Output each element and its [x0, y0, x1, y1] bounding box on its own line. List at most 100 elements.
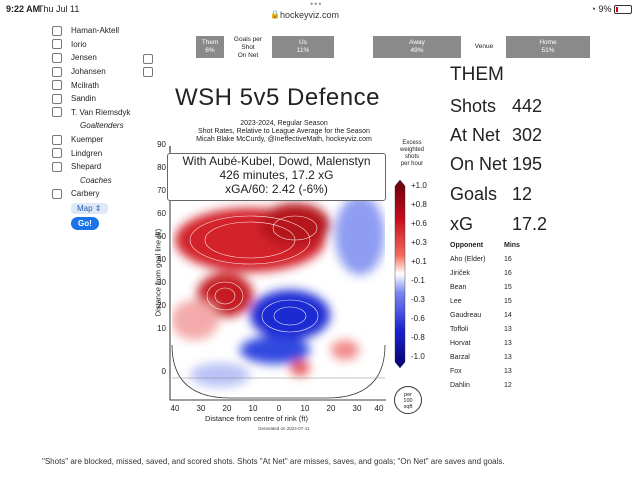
goalie-checkbox-row[interactable]: Lindgren: [52, 146, 162, 160]
colorbar-tick: +0.3: [411, 238, 427, 247]
goalie-checkbox-row[interactable]: Kuemper: [52, 133, 162, 147]
goalie-checkbox-row[interactable]: Shepard: [52, 160, 162, 174]
opponent-row: Barzal 13: [450, 354, 520, 361]
checkbox[interactable]: [52, 148, 62, 159]
checkbox[interactable]: [143, 67, 153, 77]
player-checkbox-row[interactable]: Jensen: [52, 51, 162, 65]
stat-value: 17.2: [512, 214, 548, 234]
home-pct: 51%: [541, 47, 555, 54]
goalie-name: Kuemper: [71, 135, 104, 145]
checkbox[interactable]: [52, 52, 62, 63]
red-zone-left: [172, 300, 219, 340]
checkbox[interactable]: [52, 188, 62, 199]
opponent-table-header: Opponent Mins: [450, 242, 520, 249]
checkbox[interactable]: [52, 134, 62, 145]
away-cell: Away 49%: [373, 36, 461, 58]
x-tick: 20: [222, 404, 232, 413]
stat-label: Goals: [450, 184, 498, 204]
opponent-header: Opponent: [450, 242, 484, 249]
y-tick: 80: [157, 163, 166, 172]
goalie-name: Shepard: [71, 162, 102, 172]
red-zone-top: [260, 203, 330, 247]
chart-subtitle: Shot Rates, Relative to League Average f…: [198, 128, 370, 135]
checkbox[interactable]: [52, 25, 62, 36]
them-goals-cell: Them 6%: [196, 36, 224, 58]
shot-text: Shot: [241, 44, 255, 51]
chart-title: WSH 5v5 Defence: [175, 84, 380, 111]
goals-per-shot-label: Goals per Shot On Net: [228, 36, 268, 59]
x-tick: 30: [196, 404, 206, 413]
colorbar-title-line: per hour: [400, 161, 424, 167]
status-bar: 9:22 AM Thu Jul 11 ••• 🔒 hockeyviz.com ◔…: [0, 0, 640, 22]
player-name: Iorio: [71, 39, 87, 49]
opponent-mins: 13: [504, 368, 512, 375]
per-unit-badge: per 100 sqft: [394, 386, 422, 414]
lineup-info-box: With Aubé-Kubel, Dowd, Malenstyn 426 min…: [167, 153, 386, 201]
player-checkbox-row[interactable]: Iorio: [52, 38, 162, 52]
player-checkbox-row[interactable]: Sandin: [52, 92, 162, 106]
player-checkbox-row[interactable]: T. Van Riemsdyk: [52, 106, 162, 120]
go-button[interactable]: Go!: [71, 216, 99, 230]
coach-checkbox-row[interactable]: Carbery: [52, 187, 162, 201]
opponent-row: Toffoli 13: [450, 326, 520, 333]
opponent-name: Lee: [450, 298, 462, 305]
y-tick: 0: [161, 367, 166, 376]
opponent-row: Gaudreau 14: [450, 312, 520, 319]
chart-subtitle: 2023-2024, Regular Season: [240, 120, 328, 127]
checkbox[interactable]: [143, 54, 153, 64]
colorbar-tick: +0.6: [411, 219, 427, 228]
player-checkbox-row[interactable]: Johansen: [52, 65, 162, 79]
checkbox[interactable]: [52, 39, 62, 50]
x-tick: 10: [248, 404, 258, 413]
address-bar[interactable]: hockeyviz.com: [280, 10, 340, 20]
player-sidebar: Haman-Aktell Iorio Jensen Johansen Mcilr…: [52, 24, 162, 230]
per-unit-line: per: [404, 392, 412, 398]
more-dots-icon[interactable]: •••: [310, 0, 323, 9]
checkbox[interactable]: [52, 93, 62, 104]
y-tick: 40: [157, 255, 166, 264]
x-axis-label: Distance from centre of rink (ft): [205, 414, 308, 423]
plot-frame: [169, 146, 386, 401]
mins-header: Mins: [504, 242, 520, 249]
home-label: Home: [539, 39, 557, 46]
us-goals-cell: Us 11%: [272, 36, 334, 58]
colorbar-tick: -0.6: [411, 314, 425, 323]
opponent-name: Bean: [450, 284, 467, 291]
checkbox[interactable]: [52, 161, 62, 172]
player-checkbox-row[interactable]: Mcilrath: [52, 78, 162, 92]
stat-row: Shots 442: [450, 96, 560, 117]
colorbar-title: Excess weighted shots per hour: [392, 140, 432, 168]
opponent-mins: 13: [504, 354, 512, 361]
opponent-name: Toffoli: [450, 326, 469, 333]
checkbox[interactable]: [52, 66, 62, 77]
colorbar-tick: -1.0: [411, 352, 425, 361]
opponent-name: Fox: [450, 368, 462, 375]
home-cell: Home 51%: [506, 36, 590, 58]
opponent-row: Dahlin 12: [450, 382, 520, 389]
player-name: Jensen: [71, 53, 97, 63]
checkbox[interactable]: [52, 80, 62, 91]
player-checkbox-row[interactable]: Haman-Aktell: [52, 24, 162, 38]
y-tick: 50: [157, 232, 166, 241]
battery-level: 9%: [598, 4, 612, 14]
opponent-mins: 13: [504, 340, 512, 347]
x-tick: 20: [326, 404, 336, 413]
opponent-row: Horvat 13: [450, 340, 520, 347]
stat-value: 442: [512, 96, 543, 116]
blue-zone-right: [335, 200, 385, 275]
coaches-heading: Coaches: [80, 175, 112, 185]
checkbox[interactable]: [52, 107, 62, 118]
stat-label: Shots: [450, 96, 497, 116]
opponent-mins: 16: [504, 256, 512, 263]
red-zone-crease: [290, 360, 310, 376]
them-pct: 6%: [205, 47, 215, 54]
opponent-mins: 14: [504, 312, 512, 319]
updown-icon: ⇕: [94, 203, 102, 213]
x-tick: 40: [374, 404, 384, 413]
map-select[interactable]: Map ⇕: [71, 202, 108, 214]
opponent-mins: 15: [504, 284, 512, 291]
per-unit-line: 100: [403, 398, 413, 404]
player-name: Mcilrath: [71, 80, 100, 90]
goalie-name: Lindgren: [71, 148, 103, 158]
opponent-name: Gaudreau: [450, 312, 482, 319]
